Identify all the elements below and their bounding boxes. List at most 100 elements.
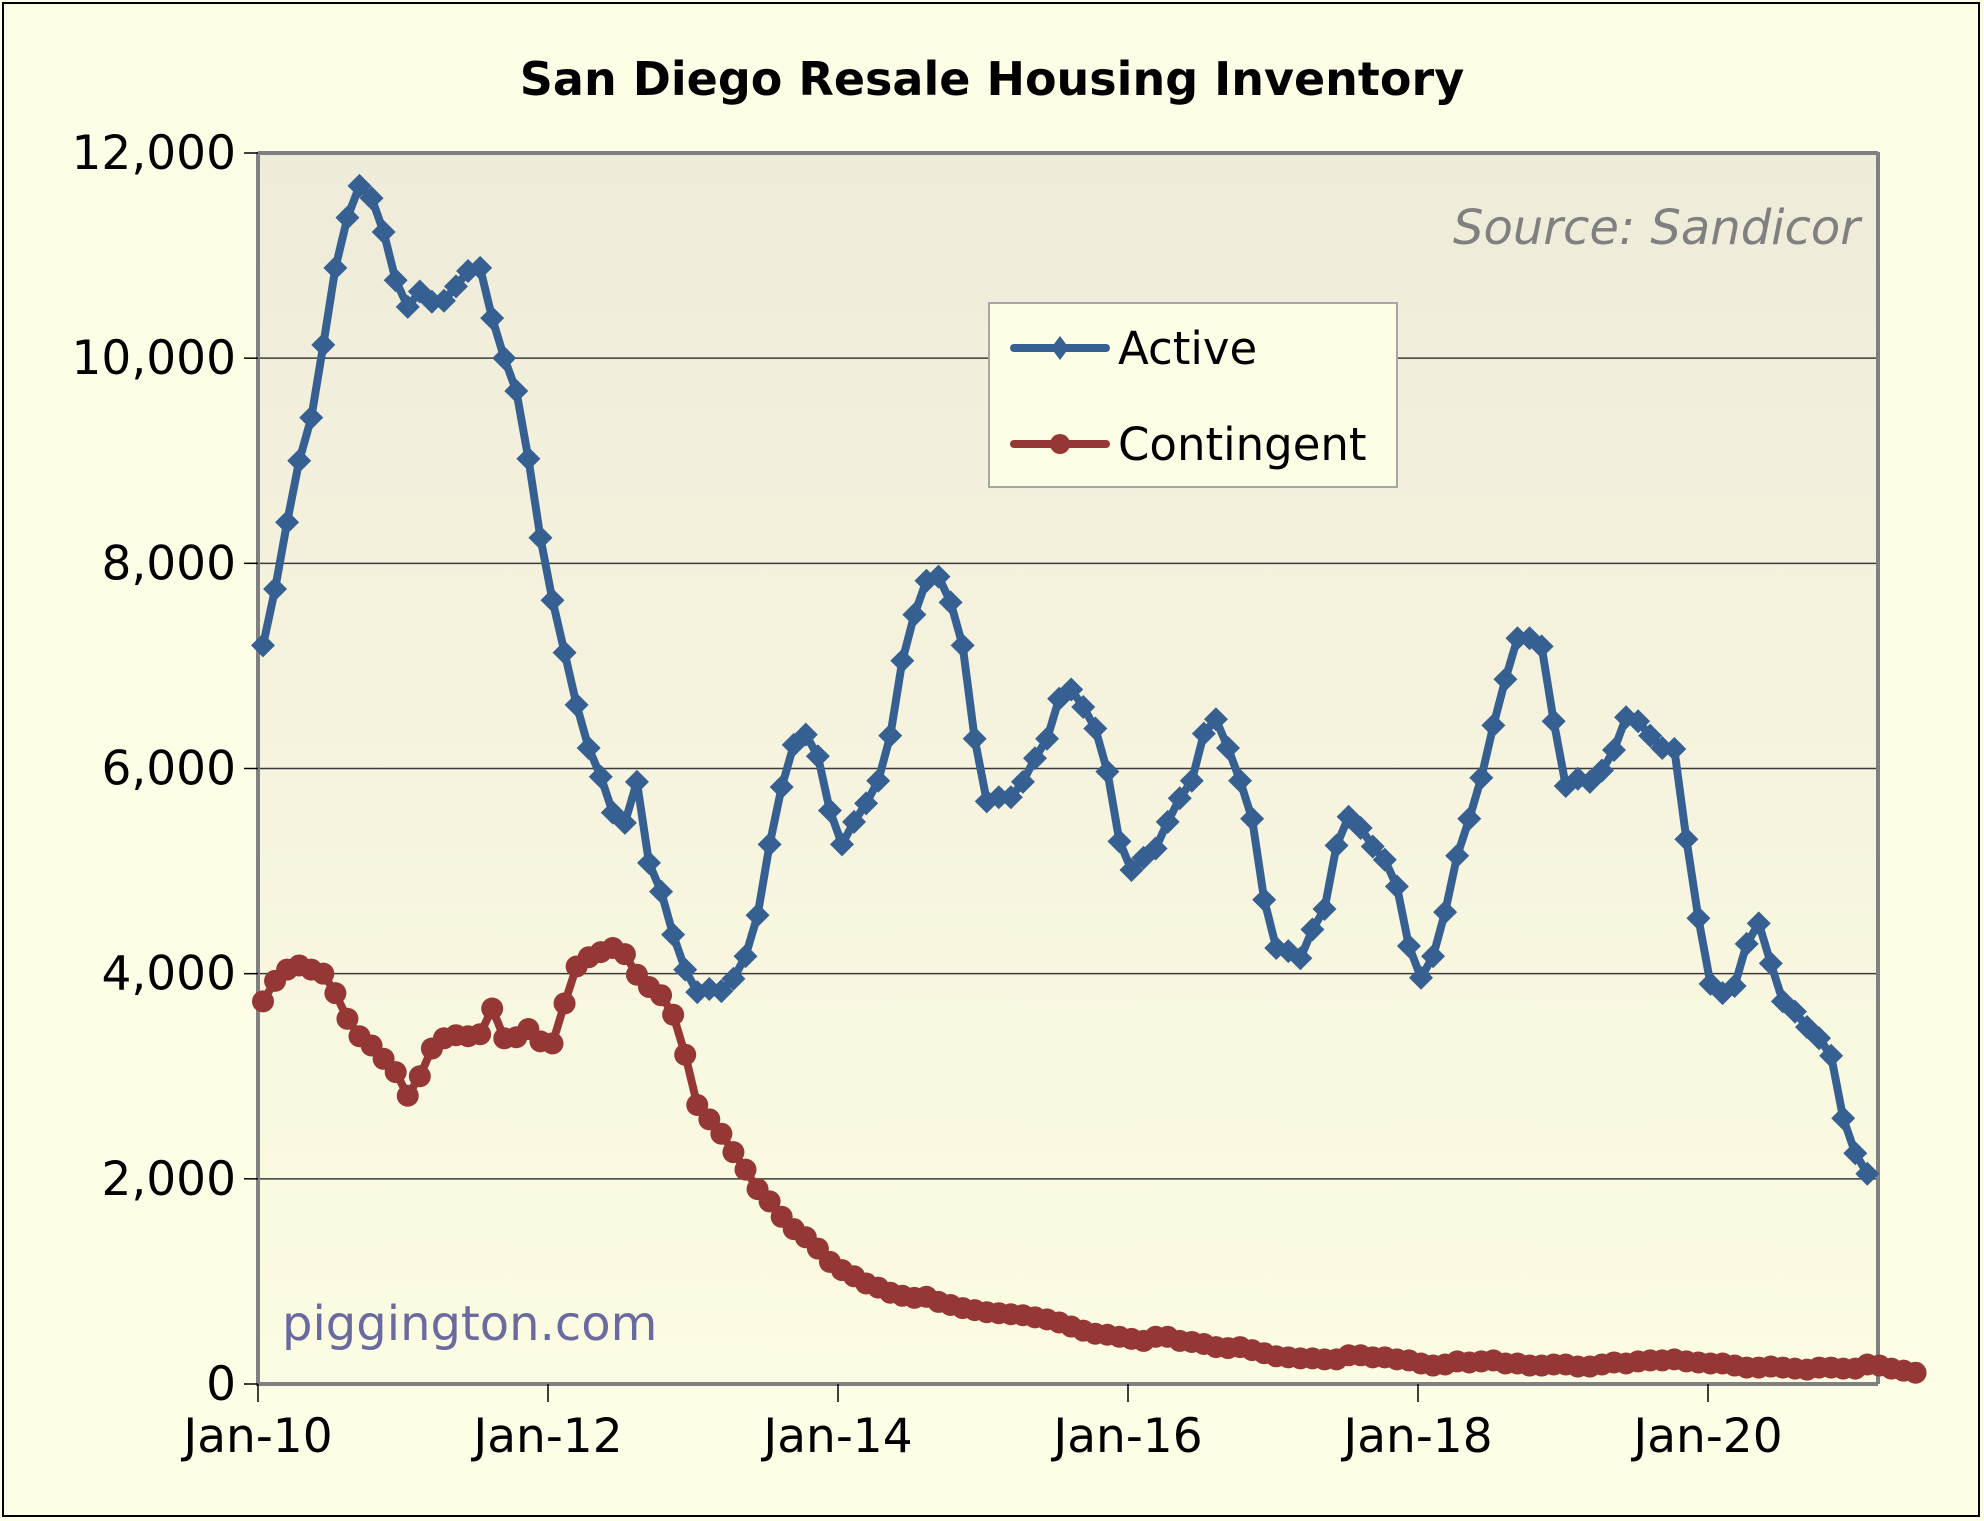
active-point: [1746, 911, 1771, 936]
active-point: [251, 633, 275, 658]
contingent-point: [312, 962, 335, 985]
active-point: [540, 588, 565, 613]
active-point: [1843, 1141, 1868, 1166]
active-point: [1638, 723, 1663, 748]
source-annotation: Source: Sandicor: [1453, 200, 1860, 256]
active-point: [1409, 965, 1434, 990]
active-point: [1179, 768, 1204, 793]
contingent-point: [408, 1065, 431, 1088]
active-point: [1457, 806, 1482, 831]
active-point: [1589, 758, 1614, 783]
contingent-point: [613, 943, 636, 966]
active-point: [1010, 769, 1035, 794]
diamond-marker-icon: [1010, 336, 1110, 360]
active-point: [817, 798, 842, 823]
active-point: [347, 173, 372, 198]
active-point: [1300, 917, 1325, 942]
active-point: [878, 723, 903, 748]
contingent-point: [396, 1084, 419, 1107]
active-point: [492, 346, 517, 371]
active-point: [311, 332, 336, 357]
active-point: [805, 744, 830, 769]
active-point: [1203, 707, 1228, 732]
series-active: [251, 173, 1880, 1186]
active-point: [431, 288, 456, 313]
active-point: [1807, 1026, 1832, 1051]
active-point: [1348, 815, 1373, 840]
active-point: [793, 722, 818, 747]
active-point: [1734, 931, 1759, 956]
active-point: [1626, 709, 1651, 734]
active-point: [1119, 858, 1144, 883]
active-point: [842, 809, 867, 834]
active-point: [1674, 827, 1699, 852]
contingent-point: [541, 1032, 564, 1055]
legend-item-active: Active: [1010, 318, 1257, 378]
active-point: [769, 774, 794, 799]
active-point: [359, 186, 384, 211]
contingent-point: [686, 1093, 709, 1116]
contingent-point: [698, 1108, 721, 1131]
active-point: [371, 219, 396, 244]
active-point: [1758, 951, 1783, 976]
active-point: [480, 306, 505, 331]
active-point: [1782, 999, 1807, 1024]
active-point: [1360, 834, 1385, 859]
contingent-point: [710, 1122, 733, 1145]
active-point: [950, 633, 975, 658]
active-point: [866, 768, 891, 793]
series-contingent: [252, 937, 1927, 1384]
active-point: [637, 850, 662, 875]
active-point: [1240, 806, 1265, 831]
active-point: [468, 255, 493, 280]
contingent-point: [662, 1003, 685, 1026]
active-point: [709, 979, 734, 1004]
active-point: [263, 576, 288, 601]
active-point: [624, 769, 649, 794]
active-point: [1059, 677, 1084, 702]
contingent-point: [252, 990, 274, 1013]
active-point: [745, 903, 770, 928]
active-point: [673, 957, 698, 982]
contingent-point: [481, 997, 504, 1020]
active-point: [649, 879, 674, 904]
active-point: [612, 810, 637, 835]
active-point: [1529, 634, 1554, 659]
active-point: [962, 726, 987, 751]
x-tick-label: Jan-10: [180, 1409, 332, 1464]
contingent-point: [553, 992, 576, 1015]
x-tick-label: Jan-12: [470, 1409, 622, 1464]
active-point: [1216, 735, 1241, 760]
contingent-point: [384, 1061, 407, 1084]
contingent-point: [1904, 1361, 1927, 1384]
x-tick-label: Jan-16: [1050, 1409, 1202, 1464]
active-point: [1023, 746, 1048, 771]
active-point: [299, 405, 324, 430]
active-point: [504, 378, 529, 403]
active-point: [323, 255, 348, 280]
legend: Active Contingent: [988, 302, 1398, 488]
active-point: [576, 735, 601, 760]
active-point: [661, 922, 686, 947]
active-point: [528, 525, 553, 550]
active-point: [938, 590, 963, 615]
active-point: [926, 564, 951, 589]
active-point: [335, 205, 360, 230]
contingent-point: [734, 1158, 757, 1181]
active-point: [1155, 809, 1180, 834]
legend-label-active: Active: [1118, 321, 1258, 375]
active-point: [1505, 626, 1530, 651]
active-point: [1095, 759, 1120, 784]
active-point: [1143, 836, 1168, 861]
watermark-annotation: piggington.com: [282, 1296, 658, 1352]
contingent-point: [650, 984, 673, 1007]
active-point: [1252, 887, 1277, 912]
active-point: [1493, 667, 1518, 692]
contingent-point: [674, 1043, 697, 1066]
contingent-point: [324, 982, 347, 1005]
active-point: [733, 944, 758, 969]
active-point: [1228, 768, 1253, 793]
active-point: [902, 602, 927, 627]
y-tick-label: 8,000: [101, 536, 236, 591]
active-point: [1662, 737, 1687, 762]
